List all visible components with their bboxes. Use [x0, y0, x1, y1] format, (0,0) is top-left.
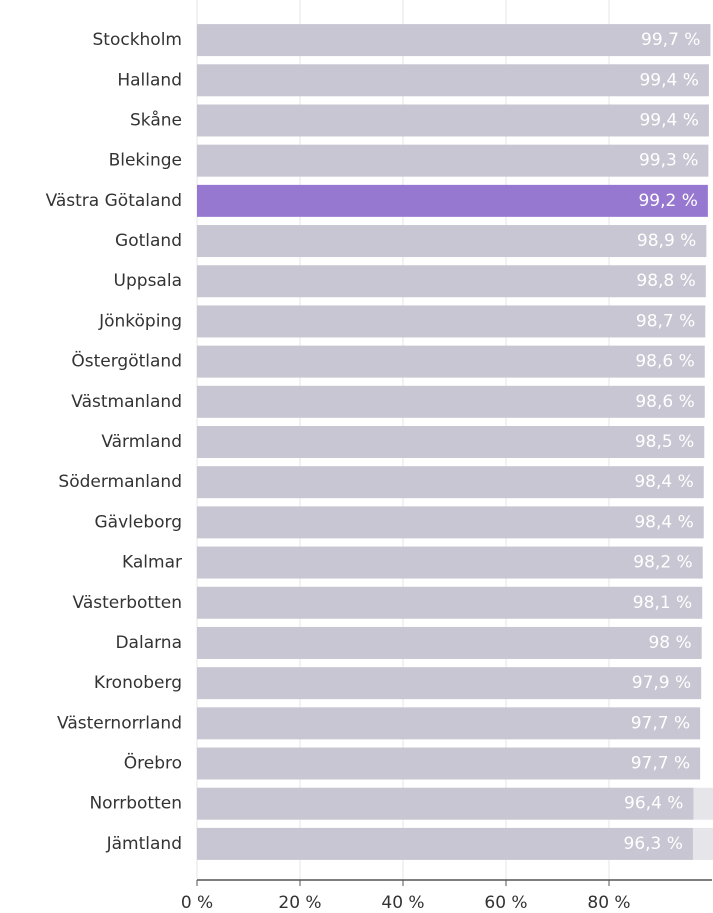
category-label: Västernorrland	[57, 713, 182, 733]
value-label: 99,3 %	[639, 151, 698, 171]
value-label: 97,7 %	[631, 713, 690, 733]
bar	[197, 586, 703, 619]
value-label: 98,4 %	[634, 512, 693, 532]
bar	[197, 225, 707, 258]
value-label: 97,9 %	[632, 673, 691, 693]
value-label: 99,4 %	[639, 110, 698, 130]
value-label: 99,7 %	[641, 30, 700, 50]
bar	[197, 787, 694, 820]
category-label: Jönköping	[98, 311, 182, 331]
value-label: 98,6 %	[635, 392, 694, 412]
bar	[197, 184, 708, 217]
bar-extension	[692, 827, 713, 860]
category-label: Västerbotten	[73, 593, 182, 613]
category-label: Gävleborg	[94, 512, 182, 532]
category-label: Värmland	[101, 432, 182, 452]
value-label: 99,4 %	[639, 70, 698, 90]
value-label: 98,1 %	[633, 593, 692, 613]
bar	[197, 24, 711, 57]
bar	[197, 345, 705, 378]
category-label: Halland	[117, 70, 182, 90]
value-label: 98,9 %	[637, 231, 696, 251]
category-label: Östergötland	[71, 350, 182, 372]
category-label: Södermanland	[58, 472, 182, 492]
bar	[197, 626, 702, 659]
category-label: Uppsala	[114, 271, 182, 291]
bar	[197, 707, 701, 740]
value-label: 98,7 %	[636, 311, 695, 331]
bar	[197, 426, 705, 458]
category-label: Västra Götaland	[46, 191, 182, 211]
bar	[197, 265, 706, 298]
category-label: Västmanland	[71, 392, 182, 412]
value-label: 96,3 %	[624, 834, 683, 854]
bar	[197, 466, 704, 499]
x-tick-label: 0 %	[181, 893, 213, 913]
bar	[197, 667, 702, 700]
category-label: Kalmar	[122, 553, 182, 573]
value-label: 99,2 %	[638, 191, 697, 211]
category-label: Örebro	[124, 752, 182, 774]
bar	[197, 546, 703, 579]
x-tick-label: 40 %	[381, 893, 424, 913]
bar	[197, 747, 701, 780]
bar	[197, 144, 709, 177]
value-label: 98,5 %	[635, 432, 694, 452]
value-label: 98,2 %	[633, 553, 692, 573]
category-label: Jämtland	[106, 834, 182, 854]
category-label: Gotland	[115, 231, 182, 251]
x-tick-label: 80 %	[587, 893, 630, 913]
bar	[197, 64, 709, 97]
bar	[197, 827, 693, 860]
category-label: Dalarna	[115, 633, 182, 653]
value-label: 98 %	[648, 633, 691, 653]
value-label: 98,6 %	[635, 352, 694, 372]
category-label: Kronoberg	[94, 673, 182, 693]
category-label: Skåne	[130, 109, 182, 130]
category-label: Blekinge	[109, 151, 182, 171]
bar	[197, 104, 709, 137]
value-label: 96,4 %	[624, 794, 683, 814]
x-tick-label: 60 %	[484, 893, 527, 913]
category-label: Stockholm	[92, 30, 182, 50]
bar-extension	[693, 787, 713, 820]
value-label: 98,4 %	[634, 472, 693, 492]
category-label: Norrbotten	[89, 794, 182, 814]
bar	[197, 506, 704, 539]
x-tick-label: 20 %	[278, 893, 321, 913]
value-label: 97,7 %	[631, 754, 690, 774]
bar	[197, 385, 705, 418]
value-label: 98,8 %	[636, 271, 695, 291]
bar	[197, 305, 706, 338]
